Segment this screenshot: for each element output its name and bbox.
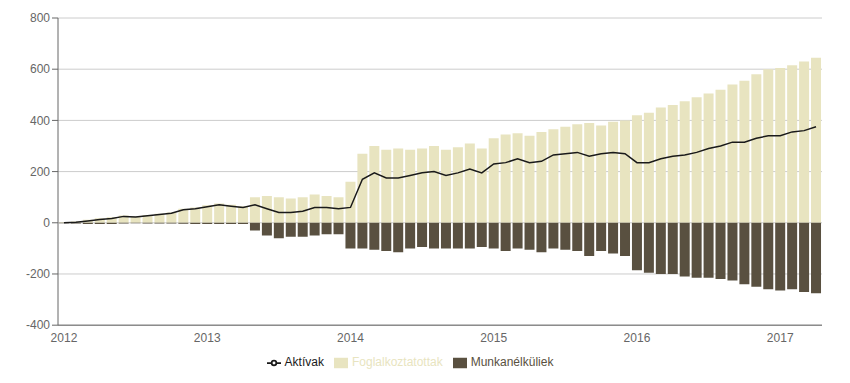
svg-text:2013: 2013 (194, 331, 221, 345)
svg-text:2014: 2014 (337, 331, 364, 345)
svg-text:-400: -400 (26, 318, 50, 332)
svg-text:400: 400 (30, 114, 50, 128)
svg-text:0: 0 (43, 216, 50, 230)
svg-text:600: 600 (30, 62, 50, 76)
svg-text:200: 200 (30, 165, 50, 179)
html-text:Munkanélküliek: Munkanélküliek (470, 355, 554, 370)
svg-text:2016: 2016 (624, 331, 651, 345)
html-text:Foglalkoztatottak: Foglalkoztatottak (352, 355, 443, 370)
html-text:Aktívak: Aktívak (284, 355, 324, 370)
svg-text:2017: 2017 (767, 331, 794, 345)
svg-text:-200: -200 (26, 267, 50, 281)
svg-text:2015: 2015 (480, 331, 507, 345)
svg-text:800: 800 (30, 11, 50, 25)
svg-text:2012: 2012 (51, 331, 78, 345)
